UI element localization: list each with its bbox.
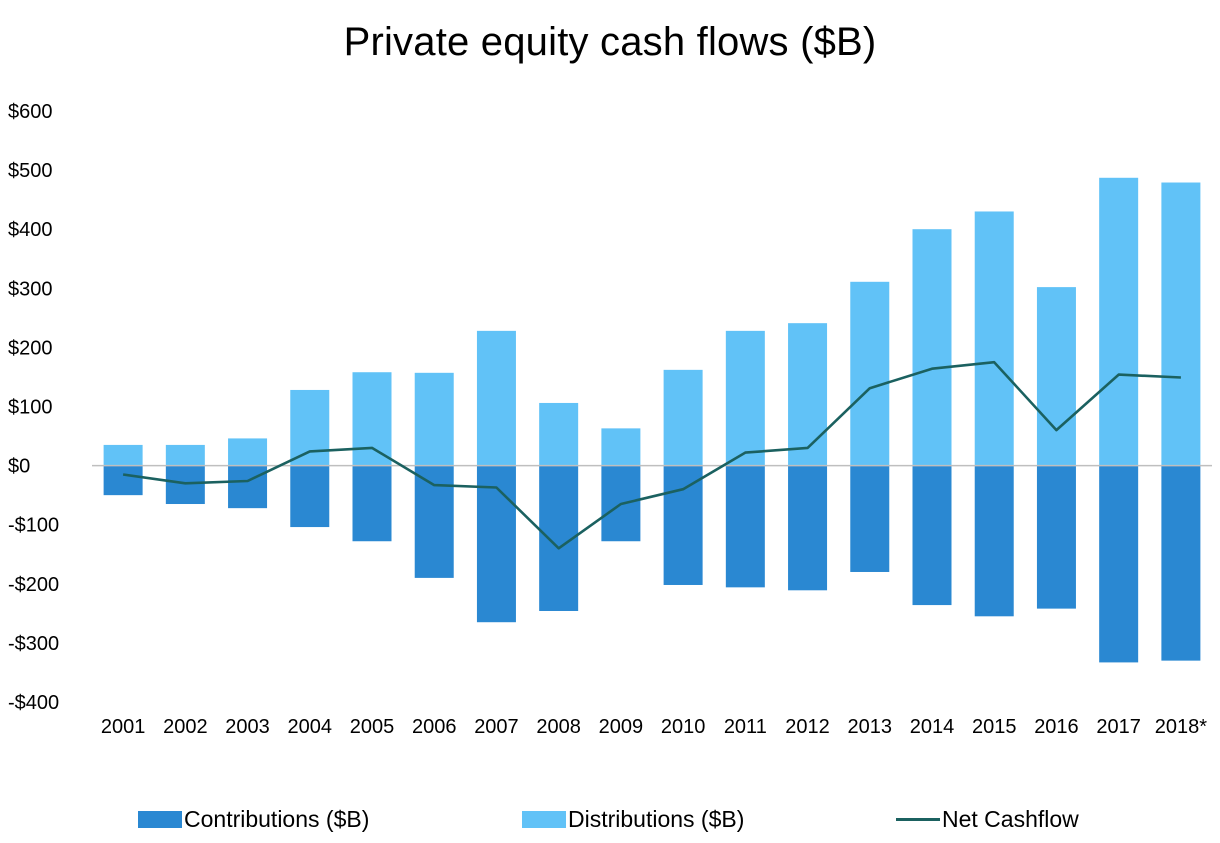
legend-label-net-cashflow: Net Cashflow <box>942 806 1079 832</box>
net-cashflow-line <box>122 360 1181 550</box>
contribution-bar <box>912 465 952 606</box>
legend-swatch-contributions <box>138 811 182 828</box>
contribution-bar <box>974 465 1014 617</box>
legend-swatch-distributions <box>522 811 566 828</box>
distribution-bar <box>103 444 143 466</box>
y-axis: $600 $500 $400 $300 $200 $100 $0 -$100 -$200 -$30… <box>8 101 59 714</box>
x-tick-label: 2006 <box>412 716 457 738</box>
contribution-bar <box>290 465 330 528</box>
distribution-bar <box>601 428 641 466</box>
y-tick-label: $300 <box>8 278 53 300</box>
y-tick-label: $200 <box>8 337 53 359</box>
contribution-bar <box>476 465 516 623</box>
contribution-bar <box>165 465 205 505</box>
contributions-bars <box>103 465 1201 663</box>
y-tick-label: $400 <box>8 219 53 241</box>
contribution-bar <box>414 465 454 578</box>
legend-item-contributions: Contributions ($B) <box>138 806 369 833</box>
distribution-bar <box>1161 182 1201 466</box>
distribution-bar <box>539 402 579 466</box>
legend-item-net-cashflow: Net Cashflow <box>896 806 1079 833</box>
x-tick-label: 2001 <box>101 716 146 738</box>
distribution-bar <box>663 369 703 466</box>
x-axis: 2001 2002 2003 2004 2005 2006 2007 2008 2009 2010… <box>101 716 1207 738</box>
distributions-bars <box>103 177 1201 466</box>
contribution-bar <box>352 465 392 542</box>
x-tick-label: 2016 <box>1034 716 1079 738</box>
x-tick-label: 2003 <box>225 716 270 738</box>
distribution-bar <box>228 438 268 466</box>
x-tick-label: 2017 <box>1096 716 1141 738</box>
y-tick-label: -$300 <box>8 633 59 655</box>
x-tick-label: 2005 <box>350 716 395 738</box>
contribution-bar <box>850 465 890 572</box>
contribution-bar <box>1036 465 1076 609</box>
distribution-bar <box>290 389 330 466</box>
distribution-bar <box>725 330 765 466</box>
y-tick-label: -$200 <box>8 574 59 596</box>
contribution-bar <box>788 465 828 591</box>
distribution-bar <box>912 229 952 466</box>
y-tick-label: -$400 <box>8 692 59 714</box>
x-tick-label: 2012 <box>785 716 830 738</box>
x-tick-label: 2008 <box>536 716 581 738</box>
y-tick-label: $100 <box>8 397 53 419</box>
y-tick-label: $500 <box>8 160 53 182</box>
distribution-bar <box>1099 177 1139 466</box>
legend: Contributions ($B) Distributions ($B) Ne… <box>0 806 1220 840</box>
contribution-bar <box>1099 465 1139 663</box>
distribution-bar <box>476 330 516 466</box>
x-tick-label: 2015 <box>972 716 1017 738</box>
legend-label-distributions: Distributions ($B) <box>568 806 745 832</box>
distribution-bar <box>352 372 392 466</box>
distribution-bar <box>1036 287 1076 466</box>
contribution-bar <box>663 465 703 585</box>
y-tick-label: -$100 <box>8 515 59 537</box>
distribution-bar <box>788 323 828 466</box>
distribution-bar <box>850 281 890 466</box>
x-tick-label: 2011 <box>724 716 767 738</box>
contribution-bar <box>1161 465 1201 661</box>
distribution-bar <box>974 211 1014 466</box>
legend-line-net-cashflow <box>896 818 940 821</box>
chart-title: Private equity cash flows ($B) <box>343 20 877 64</box>
x-tick-label: 2002 <box>163 716 208 738</box>
x-tick-label: 2004 <box>288 716 333 738</box>
x-tick-label: 2009 <box>599 716 644 738</box>
y-tick-label: $600 <box>8 101 53 123</box>
x-tick-label: 2010 <box>661 716 706 738</box>
x-tick-label: 2013 <box>848 716 893 738</box>
contribution-bar <box>725 465 765 588</box>
x-tick-label: 2018* <box>1155 716 1207 738</box>
contribution-bar <box>103 465 143 496</box>
distribution-bar <box>414 372 454 466</box>
distribution-bar <box>165 444 205 466</box>
x-tick-label: 2007 <box>474 716 519 738</box>
legend-label-contributions: Contributions ($B) <box>184 806 370 832</box>
legend-item-distributions: Distributions ($B) <box>522 806 744 833</box>
net-cashflow-line-series <box>122 360 1181 550</box>
x-tick-label: 2014 <box>910 716 955 738</box>
contribution-bar <box>228 465 268 509</box>
y-tick-label: $0 <box>8 456 30 478</box>
